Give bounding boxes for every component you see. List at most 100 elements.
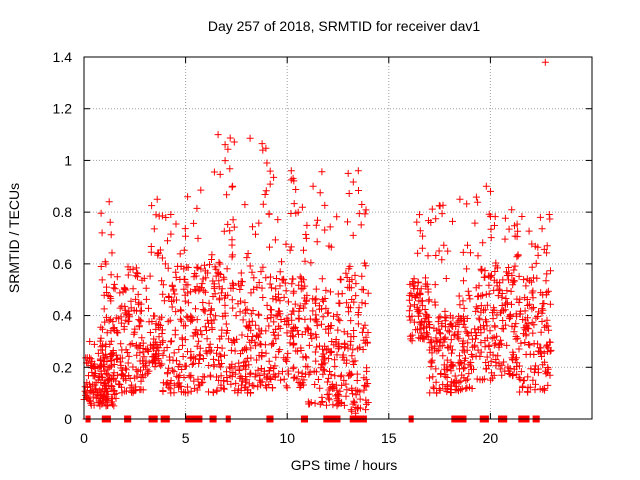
data-point xyxy=(151,363,159,371)
data-point xyxy=(229,304,237,312)
data-point xyxy=(510,328,518,336)
data-point xyxy=(362,406,370,414)
data-point xyxy=(218,285,226,293)
data-point xyxy=(350,361,358,368)
data-point xyxy=(274,311,282,319)
data-point xyxy=(487,376,495,384)
data-point xyxy=(139,345,147,352)
data-point xyxy=(491,268,499,275)
data-point xyxy=(125,372,133,380)
data-point xyxy=(179,353,187,360)
data-point xyxy=(501,214,509,222)
data-point xyxy=(302,353,310,361)
data-point xyxy=(483,322,491,330)
data-point xyxy=(406,302,414,310)
data-point xyxy=(326,349,334,357)
data-point xyxy=(217,289,225,297)
data-point xyxy=(215,296,223,304)
data-point xyxy=(334,342,342,350)
data-point xyxy=(330,312,337,320)
data-point xyxy=(197,327,205,335)
data-point xyxy=(348,296,356,303)
data-point xyxy=(513,253,521,261)
data-point xyxy=(245,380,253,388)
data-point xyxy=(354,320,362,328)
data-point xyxy=(547,346,555,354)
data-point xyxy=(206,348,214,356)
data-point xyxy=(360,336,368,344)
data-point xyxy=(295,307,303,315)
data-point xyxy=(311,316,319,324)
data-point xyxy=(525,227,533,235)
data-point xyxy=(216,335,224,343)
data-point xyxy=(229,182,237,190)
data-point xyxy=(431,342,439,350)
data-point xyxy=(416,325,424,333)
data-point xyxy=(466,295,474,303)
data-point xyxy=(333,386,341,394)
data-point xyxy=(487,187,494,195)
data-point xyxy=(471,325,479,333)
data-point xyxy=(176,250,184,258)
data-point xyxy=(283,357,291,365)
data-point xyxy=(109,347,117,354)
data-point xyxy=(188,361,196,368)
data-point xyxy=(477,265,485,273)
data-point xyxy=(218,344,226,352)
data-point xyxy=(308,335,316,343)
data-point xyxy=(545,211,553,218)
data-point xyxy=(336,387,344,395)
data-point xyxy=(201,323,209,331)
data-point xyxy=(133,307,140,315)
data-point xyxy=(526,341,534,349)
data-point xyxy=(202,347,210,355)
y-axis-label: SRMTID / TECUs xyxy=(6,183,22,293)
data-point xyxy=(249,223,256,231)
data-point xyxy=(259,294,267,301)
data-point xyxy=(347,284,355,292)
data-point xyxy=(182,232,189,240)
data-point xyxy=(169,366,177,374)
data-point xyxy=(477,308,485,316)
data-point xyxy=(430,324,438,332)
data-point xyxy=(474,293,482,301)
data-point xyxy=(476,376,484,384)
data-point xyxy=(103,395,110,403)
data-point xyxy=(313,238,321,246)
data-point xyxy=(456,365,463,373)
data-point xyxy=(155,249,162,257)
data-point xyxy=(271,372,279,380)
data-point xyxy=(321,359,329,367)
data-point xyxy=(311,399,319,407)
data-point xyxy=(88,387,96,395)
data-point xyxy=(132,295,140,303)
data-point xyxy=(354,405,361,413)
data-point xyxy=(264,372,272,380)
data-point xyxy=(364,289,372,297)
data-point xyxy=(258,140,266,148)
data-point xyxy=(333,213,341,221)
data-point xyxy=(487,273,495,281)
data-point xyxy=(204,269,212,277)
data-point xyxy=(351,357,359,365)
data-point xyxy=(206,261,213,269)
data-point xyxy=(321,226,329,234)
data-point xyxy=(103,329,111,337)
data-point xyxy=(449,379,457,387)
data-point xyxy=(511,323,519,331)
data-point xyxy=(263,375,271,383)
data-point xyxy=(298,278,306,286)
data-point xyxy=(226,134,234,142)
data-point xyxy=(284,316,292,324)
data-point xyxy=(512,320,520,328)
data-point xyxy=(220,273,228,281)
data-point xyxy=(468,385,476,392)
data-point xyxy=(547,267,554,275)
y-tick-label: 0.6 xyxy=(53,256,73,272)
data-point xyxy=(242,306,249,314)
data-point xyxy=(203,335,211,343)
data-point xyxy=(290,200,298,208)
data-point xyxy=(100,305,108,313)
data-point xyxy=(327,322,335,330)
data-point xyxy=(475,314,483,322)
